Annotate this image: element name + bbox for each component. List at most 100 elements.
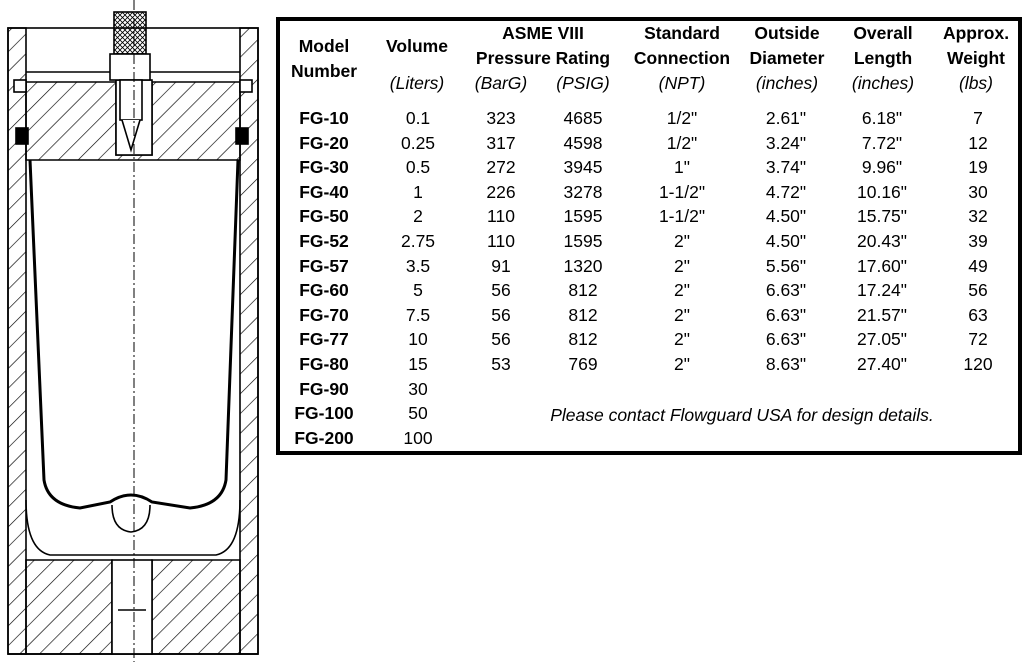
cell-volume: 3.5 xyxy=(405,255,431,276)
cell-diameter: 4.50" xyxy=(765,206,807,227)
cell-volume: 15 xyxy=(408,354,428,374)
cell-barg: 272 xyxy=(486,157,516,178)
cell-weight: 39 xyxy=(968,231,988,251)
cell-volume: 5 xyxy=(413,280,423,301)
cell-diameter: 3.74" xyxy=(765,157,807,178)
header-weight: Weight xyxy=(946,48,1006,68)
cell-barg: 226 xyxy=(486,181,516,202)
header-connection: Connection xyxy=(633,48,731,68)
cell-length: 6.18" xyxy=(861,108,903,128)
header-weight: Approx. xyxy=(942,23,1010,43)
cell-barg: 110 xyxy=(487,206,515,227)
cell-diameter: 2.61" xyxy=(765,108,807,128)
header-diameter-unit: (inches) xyxy=(755,73,819,93)
cell-diameter: 4.72" xyxy=(765,181,807,202)
cell-barg: 323 xyxy=(486,108,516,128)
header-barg-unit: (BarG) xyxy=(474,73,528,93)
cell-model: FG-20 xyxy=(299,132,349,153)
cell-length: 21.57" xyxy=(856,304,908,325)
cell-model: FG-57 xyxy=(299,255,349,276)
header-connection: Standard xyxy=(644,23,720,43)
header-volume-unit: (Liters) xyxy=(389,73,445,93)
header-diameter: Diameter xyxy=(749,48,825,68)
header-length: Length xyxy=(853,48,913,68)
cell-barg: 53 xyxy=(491,354,511,374)
cell-model: FG-40 xyxy=(299,181,349,202)
cell-model: FG-70 xyxy=(299,304,349,325)
cell-length: 27.05" xyxy=(856,329,908,350)
cell-length: 7.72" xyxy=(861,132,903,153)
header-diameter: Outside xyxy=(754,23,820,43)
cell-volume: 2 xyxy=(413,206,423,227)
cell-psig: 3278 xyxy=(563,181,603,202)
cell-connection: 2" xyxy=(674,231,690,251)
cell-model: FG-90 xyxy=(299,378,349,399)
cell-barg: 110 xyxy=(487,231,515,251)
cell-connection: 2" xyxy=(674,329,690,350)
cell-weight: 30 xyxy=(968,181,988,202)
cell-model: FG-30 xyxy=(299,157,349,178)
cell-volume: 50 xyxy=(408,403,428,424)
cell-psig: 769 xyxy=(568,354,598,374)
cell-model: FG-10 xyxy=(299,108,349,128)
cell-psig: 812 xyxy=(568,304,598,325)
header-pressure: ASME VIII xyxy=(502,23,584,43)
cell-weight: 63 xyxy=(968,304,988,325)
cell-model: FG-100 xyxy=(294,403,354,424)
cell-weight: 72 xyxy=(968,329,988,350)
header-length: Overall xyxy=(853,23,913,43)
accumulator-cross-section-drawing xyxy=(7,0,259,662)
contact-note: Please contact Flowguard USA for design … xyxy=(550,405,934,425)
cell-model: FG-200 xyxy=(294,427,354,448)
cell-barg: 317 xyxy=(486,132,516,153)
cell-weight: 120 xyxy=(963,354,993,374)
cell-model: FG-52 xyxy=(299,231,349,251)
cell-length: 17.24" xyxy=(856,280,908,301)
cell-length: 20.43" xyxy=(856,231,908,251)
cell-model: FG-50 xyxy=(299,206,349,227)
cell-weight: 32 xyxy=(968,206,988,227)
cell-diameter: 3.24" xyxy=(765,132,807,153)
cell-connection: 1/2" xyxy=(666,132,698,153)
cell-barg: 56 xyxy=(491,329,511,350)
cell-model: FG-77 xyxy=(299,329,349,350)
cell-psig: 1595 xyxy=(563,206,603,227)
cell-connection: 2" xyxy=(674,304,690,325)
cell-psig: 3945 xyxy=(563,157,603,178)
header-weight-unit: (lbs) xyxy=(958,73,994,93)
cell-connection: 1/2" xyxy=(666,108,698,128)
cell-psig: 812 xyxy=(568,280,598,301)
header-connection-unit: (NPT) xyxy=(658,73,706,93)
cell-weight: 56 xyxy=(968,280,988,301)
cell-weight: 7 xyxy=(973,108,983,128)
cell-length: 10.16" xyxy=(856,181,908,202)
cell-diameter: 8.63" xyxy=(765,354,807,374)
header-psig-unit: (PSIG) xyxy=(556,73,610,93)
cell-psig: 1320 xyxy=(563,255,603,276)
cell-diameter: 6.63" xyxy=(765,329,807,350)
cell-connection: 1-1/2" xyxy=(658,206,706,227)
cell-barg: 56 xyxy=(491,304,511,325)
cell-volume: 100 xyxy=(403,427,433,448)
cell-psig: 812 xyxy=(568,329,598,350)
cell-length: 17.60" xyxy=(856,255,908,276)
cell-diameter: 5.56" xyxy=(765,255,807,276)
cell-length: 15.75" xyxy=(856,206,908,227)
cell-connection: 2" xyxy=(674,280,690,301)
cell-diameter: 6.63" xyxy=(765,280,807,301)
cell-volume: 0.1 xyxy=(405,108,431,128)
cell-connection: 2" xyxy=(674,255,690,276)
cell-diameter: 6.63" xyxy=(765,304,807,325)
cell-weight: 49 xyxy=(968,255,988,276)
cell-diameter: 4.50" xyxy=(765,231,807,251)
cell-psig: 1595 xyxy=(563,231,603,251)
cell-volume: 30 xyxy=(408,378,428,399)
cell-length: 27.40" xyxy=(856,354,908,374)
cell-volume: 0.5 xyxy=(405,157,431,178)
cell-length: 9.96" xyxy=(861,157,903,178)
cell-connection: 1-1/2" xyxy=(658,181,706,202)
header-volume: Volume xyxy=(386,36,448,56)
cell-model: FG-60 xyxy=(299,280,349,301)
cell-volume: 10 xyxy=(408,329,428,350)
cell-connection: 1" xyxy=(674,157,690,178)
